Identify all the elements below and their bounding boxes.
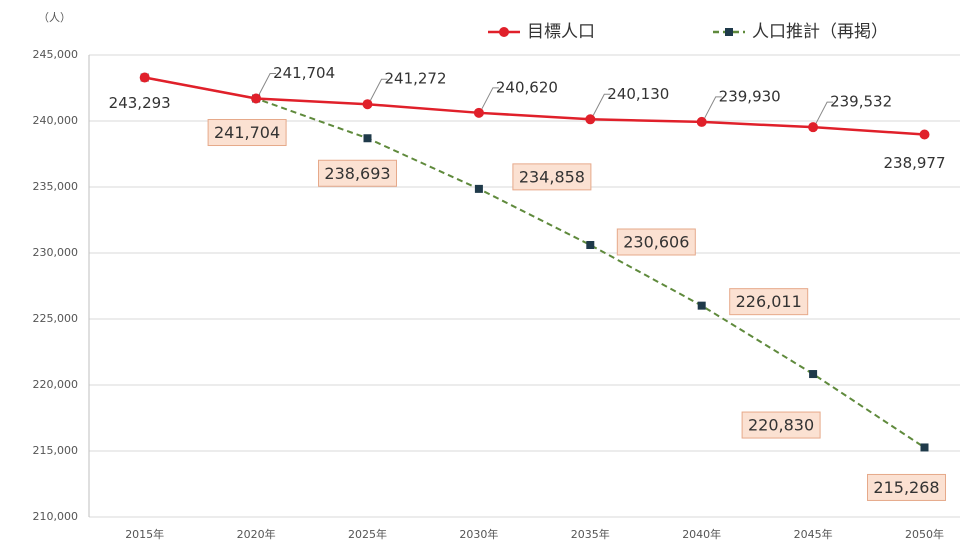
- data-label: 238,693: [324, 164, 390, 183]
- marker: [920, 443, 929, 452]
- data-label: 226,011: [736, 292, 802, 311]
- data-label: 230,606: [623, 233, 689, 252]
- x-tick-label: 2025年: [348, 527, 387, 541]
- y-tick-label: 215,000: [33, 444, 79, 457]
- legend-marker: [499, 27, 509, 37]
- label-box: [616, 228, 696, 256]
- x-tick-label: 2050年: [905, 527, 944, 541]
- series-line: [144, 76, 926, 449]
- x-tick-label: 2015年: [125, 527, 164, 541]
- data-label: 240,130: [607, 85, 669, 103]
- marker: [363, 134, 372, 143]
- y-tick-label: 235,000: [33, 180, 79, 193]
- data-label: 241,272: [384, 70, 446, 88]
- data-label: 238,977: [883, 154, 945, 172]
- marker: [474, 184, 483, 193]
- label-box: [867, 473, 946, 501]
- label-box: [207, 119, 287, 147]
- x-tick-label: 2040年: [682, 527, 721, 541]
- legend-label: 人口推計（再掲）: [752, 22, 888, 42]
- x-tick-label: 2020年: [237, 527, 276, 541]
- leader-line: [704, 96, 722, 119]
- marker: [809, 370, 818, 379]
- y-tick-label: 230,000: [33, 246, 79, 259]
- label-box: [741, 411, 821, 439]
- y-unit: （人）: [38, 11, 71, 24]
- marker: [251, 93, 262, 104]
- marker: [473, 107, 484, 118]
- legend-marker: [725, 28, 733, 36]
- leader-line: [815, 101, 834, 124]
- marker: [697, 301, 706, 310]
- y-tick-label: 210,000: [33, 510, 79, 523]
- marker: [362, 99, 373, 110]
- data-label: 243,293: [109, 94, 171, 112]
- x-tick-label: 2035年: [571, 527, 610, 541]
- label-box: [512, 163, 592, 191]
- label-box: [729, 288, 809, 316]
- x-tick-label: 2045年: [794, 527, 833, 541]
- legend-label: 目標人口: [527, 22, 595, 42]
- marker: [586, 241, 595, 250]
- leader-line: [258, 73, 277, 95]
- leader-line: [592, 93, 611, 116]
- marker: [919, 129, 930, 140]
- y-tick-label: 245,000: [33, 48, 79, 61]
- data-label: 220,830: [748, 416, 814, 435]
- marker: [139, 72, 150, 83]
- data-label: 239,930: [719, 87, 781, 105]
- leader-line: [370, 78, 388, 101]
- marker: [585, 114, 596, 125]
- y-tick-label: 240,000: [33, 114, 79, 127]
- y-tick-label: 225,000: [33, 312, 79, 325]
- data-label: 241,704: [214, 123, 280, 142]
- label-box: [318, 159, 397, 187]
- y-tick-label: 220,000: [33, 378, 79, 391]
- data-label: 234,858: [519, 167, 585, 186]
- data-label: 240,620: [496, 78, 558, 96]
- marker: [696, 116, 707, 127]
- marker: [808, 122, 819, 133]
- data-label: 241,704: [273, 64, 335, 82]
- data-label: 239,532: [830, 93, 892, 111]
- x-tick-label: 2030年: [459, 527, 498, 541]
- data-label: 215,268: [873, 478, 939, 497]
- leader-line: [481, 87, 499, 110]
- series-line: [144, 76, 925, 136]
